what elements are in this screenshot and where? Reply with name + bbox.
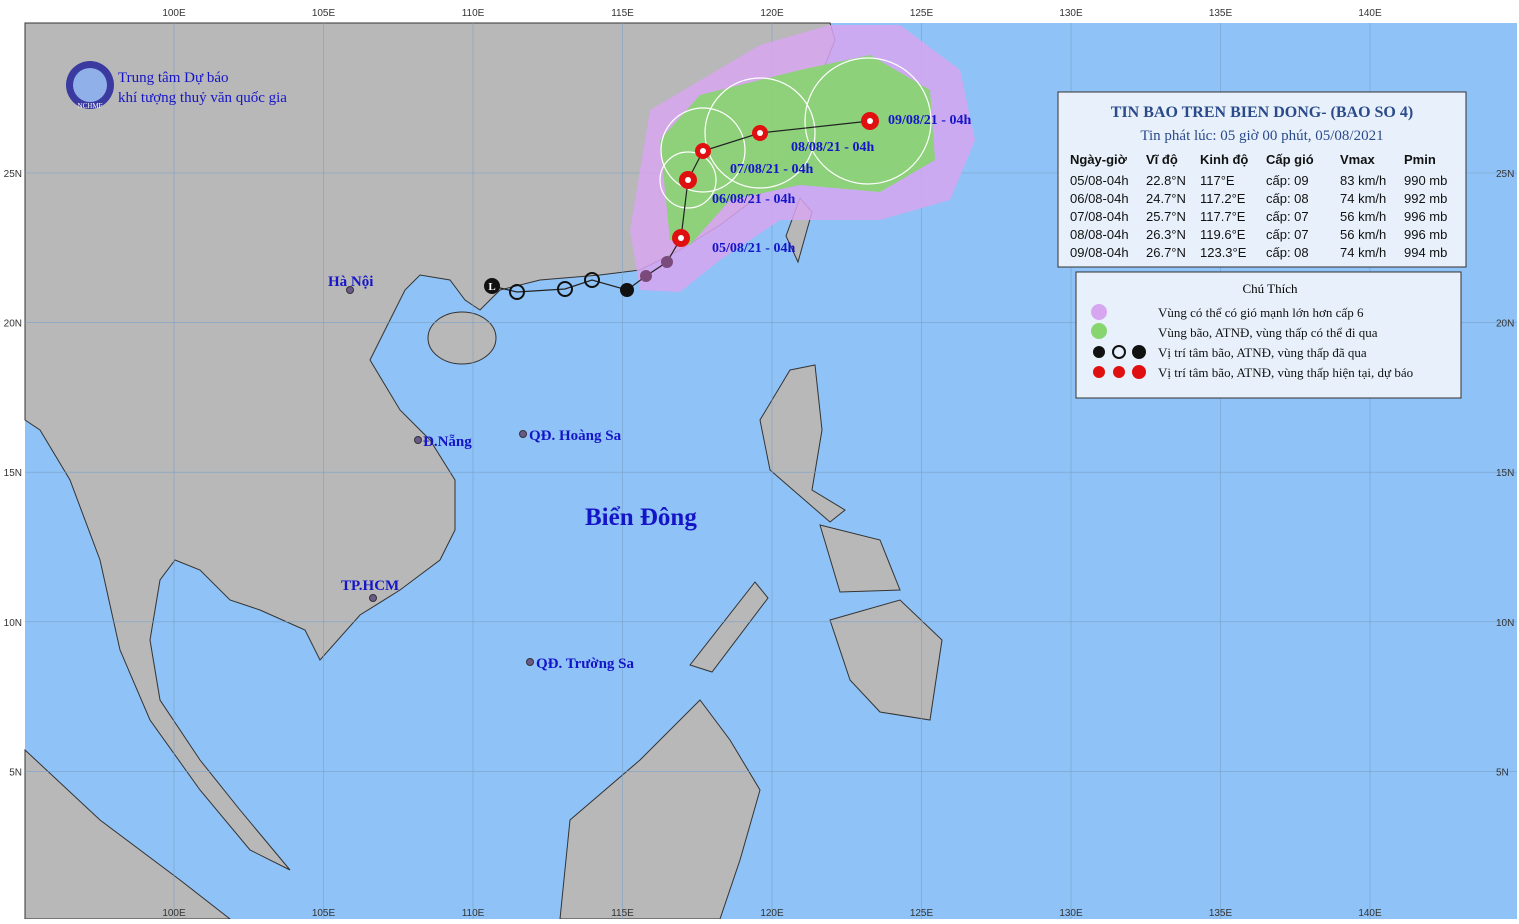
- table-cell: 119.6°E: [1200, 227, 1246, 242]
- legend-item: Vùng bão, ATNĐ, vùng thấp có thể đi qua: [1158, 325, 1378, 340]
- table-header: Vĩ độ: [1146, 152, 1178, 167]
- lon-label: 140E: [1358, 8, 1382, 19]
- table-cell: 117°E: [1200, 173, 1235, 188]
- lat-label: 25N: [4, 169, 22, 180]
- table-cell: 83 km/h: [1340, 173, 1386, 188]
- lon-label: 130E: [1059, 908, 1083, 919]
- table-cell: 22.8°N: [1146, 173, 1186, 188]
- lat-label: 20N: [4, 319, 22, 330]
- svg-text:L: L: [488, 281, 495, 293]
- lon-label: 140E: [1358, 908, 1382, 919]
- lon-label: 100E: [162, 8, 186, 19]
- table-cell: 56 km/h: [1340, 227, 1386, 242]
- track-label: 07/08/21 - 04h: [730, 162, 813, 177]
- lon-label: 110E: [462, 908, 485, 919]
- table-header: Kinh độ: [1200, 152, 1248, 167]
- table-cell: 26.7°N: [1146, 245, 1186, 260]
- table-cell: 74 km/h: [1340, 245, 1386, 260]
- table-title: TIN BAO TREN BIEN DONG- (BAO SO 4): [1111, 104, 1413, 121]
- logo-text: NCHMF: [78, 102, 103, 110]
- legend-title: Chú Thích: [1242, 281, 1298, 296]
- info-table: TIN BAO TREN BIEN DONG- (BAO SO 4) Tin p…: [1057, 91, 1467, 268]
- table-cell: 06/08-04h: [1070, 191, 1129, 206]
- table-subtitle: Tin phát lúc: 05 giờ 00 phút, 05/08/2021: [1140, 128, 1383, 144]
- lat-label: 20N: [1496, 319, 1514, 330]
- lat-label: 15N: [4, 468, 22, 479]
- place-label: Đ.Nẵng: [423, 434, 472, 450]
- table-header: Ngày-giờ: [1070, 152, 1128, 167]
- place-label: Hà Nội: [328, 274, 373, 290]
- table-header: Pmin: [1404, 152, 1436, 167]
- table-cell: 123.3°E: [1200, 245, 1247, 260]
- legend-item: Vùng có thể có gió mạnh lớn hơn cấp 6: [1158, 305, 1364, 320]
- lon-label: 120E: [760, 908, 784, 919]
- table-cell: 996 mb: [1404, 209, 1447, 224]
- table-cell: cấp: 07: [1266, 209, 1309, 224]
- forecast-zones: [630, 25, 975, 292]
- lat-label: 15N: [1496, 468, 1514, 479]
- lat-label: 10N: [1496, 618, 1514, 629]
- table-cell: 08/08-04h: [1070, 227, 1129, 242]
- place-label: QĐ. Trường Sa: [536, 656, 635, 672]
- track-label: 08/08/21 - 04h: [791, 140, 874, 155]
- table-cell: 117.2°E: [1200, 191, 1246, 206]
- legend-item: Vị trí tâm bão, ATNĐ, vùng thấp đã qua: [1158, 345, 1367, 360]
- lon-label: 120E: [760, 8, 784, 19]
- legend: Chú Thích Vùng có thể có gió mạnh lớn hơ…: [1075, 271, 1462, 399]
- lon-label: 115E: [611, 8, 634, 19]
- table-cell: 07/08-04h: [1070, 209, 1129, 224]
- lat-label: 10N: [4, 618, 22, 629]
- table-header: Cấp gió: [1266, 152, 1314, 167]
- lon-label: 115E: [611, 908, 634, 919]
- lon-label: 130E: [1059, 8, 1083, 19]
- lon-label: 110E: [462, 8, 485, 19]
- table-cell: 74 km/h: [1340, 191, 1386, 206]
- table-cell: 994 mb: [1404, 245, 1447, 260]
- table-cell: 117.7°E: [1200, 209, 1246, 224]
- table-cell: 996 mb: [1404, 227, 1447, 242]
- table-header: Vmax: [1340, 152, 1375, 167]
- table-cell: 09/08-04h: [1070, 245, 1129, 260]
- org-name: Trung tâm Dự báo: [118, 70, 229, 86]
- lon-label: 135E: [1209, 8, 1233, 19]
- place-dots: [346, 286, 534, 666]
- storm-track: L: [484, 112, 879, 300]
- lat-label: 25N: [1496, 169, 1514, 180]
- table-cell: 05/08-04h: [1070, 173, 1129, 188]
- table-cell: cấp: 08: [1266, 191, 1309, 206]
- table-cell: 992 mb: [1404, 191, 1447, 206]
- table-cell: cấp: 09: [1266, 173, 1309, 188]
- place-label: TP.HCM: [341, 578, 399, 594]
- lon-label: 135E: [1209, 908, 1233, 919]
- track-label: 09/08/21 - 04h: [888, 113, 971, 128]
- org-name: khí tượng thuỷ văn quốc gia: [118, 90, 287, 106]
- table-cell: 56 km/h: [1340, 209, 1386, 224]
- table-cell: 26.3°N: [1146, 227, 1186, 242]
- coordinate-labels: 100E 100E 105E 105E 110E 110E 115E 115E 120E 120E…: [4, 8, 1515, 919]
- sea-label: Biển Đông: [585, 504, 697, 531]
- logo: NCHMF: [66, 61, 114, 110]
- track-label: 06/08/21 - 04h: [712, 192, 795, 207]
- lon-label: 125E: [910, 8, 934, 19]
- lon-label: 105E: [312, 908, 336, 919]
- legend-item: Vị trí tâm bão, ATNĐ, vùng thấp hiện tại…: [1158, 365, 1413, 380]
- lon-label: 125E: [910, 908, 934, 919]
- table-cell: 25.7°N: [1146, 209, 1186, 224]
- track-label: 05/08/21 - 04h: [712, 241, 795, 256]
- lon-label: 105E: [312, 8, 336, 19]
- lon-label: 100E: [162, 908, 186, 919]
- table-cell: 990 mb: [1404, 173, 1447, 188]
- lat-label: 5N: [1496, 767, 1509, 778]
- table-cell: cấp: 08: [1266, 245, 1309, 260]
- place-label: QĐ. Hoàng Sa: [529, 428, 622, 444]
- table-cell: cấp: 07: [1266, 227, 1309, 242]
- table-cell: 24.7°N: [1146, 191, 1186, 206]
- lat-label: 5N: [9, 767, 22, 778]
